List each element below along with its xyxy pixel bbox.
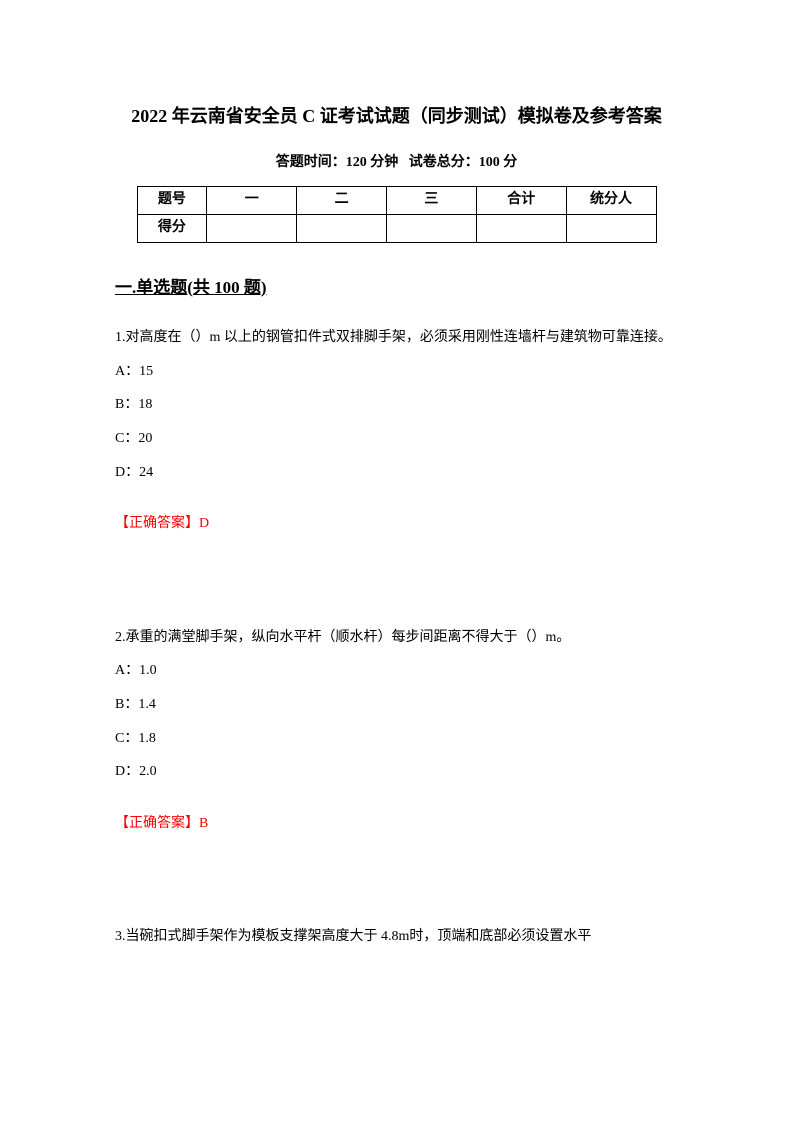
table-header-cell: 一 <box>207 186 297 214</box>
subtitle-score: 试卷总分：100 分 <box>409 155 518 170</box>
table-score-cell <box>207 214 297 242</box>
question-number: 1. <box>115 330 126 345</box>
answer-value: D <box>199 516 209 531</box>
option-b: B：1.4 <box>115 688 678 722</box>
question-text: 3.当碗扣式脚手架作为模板支撑架高度大于 4.8m时，顶端和底部必须设置水平 <box>115 920 678 954</box>
subtitle-time: 答题时间：120 分钟 <box>276 155 399 170</box>
option-d: D：2.0 <box>115 755 678 789</box>
option-a: A：15 <box>115 355 678 389</box>
table-score-label: 得分 <box>137 214 207 242</box>
option-d: D：24 <box>115 456 678 490</box>
answer-label: 【正确答案】 <box>115 516 199 531</box>
answer-value: B <box>199 816 208 831</box>
document-title: 2022 年云南省安全员 C 证考试试题（同步测试）模拟卷及参考答案 <box>115 100 678 132</box>
table-header-cell: 三 <box>386 186 476 214</box>
question-text: 2.承重的满堂脚手架，纵向水平杆（顺水杆）每步间距离不得大于（）m。 <box>115 621 678 655</box>
table-header-cell: 统分人 <box>566 186 656 214</box>
document-subtitle: 答题时间：120 分钟 试卷总分：100 分 <box>115 150 678 175</box>
section-heading: 一.单选题(共 100 题) <box>115 273 678 304</box>
table-score-cell <box>297 214 387 242</box>
table-header-cell: 题号 <box>137 186 207 214</box>
question-number: 2. <box>115 630 126 645</box>
table-score-cell <box>566 214 656 242</box>
answer-label: 【正确答案】 <box>115 816 199 831</box>
question-block: 2.承重的满堂脚手架，纵向水平杆（顺水杆）每步间距离不得大于（）m。 A：1.0… <box>115 621 678 841</box>
question-block: 3.当碗扣式脚手架作为模板支撑架高度大于 4.8m时，顶端和底部必须设置水平 <box>115 920 678 954</box>
question-body: 当碗扣式脚手架作为模板支撑架高度大于 4.8m时，顶端和底部必须设置水平 <box>126 929 592 944</box>
answer: 【正确答案】D <box>115 507 678 541</box>
question-block: 1.对高度在（）m 以上的钢管扣件式双排脚手架，必须采用刚性连墙杆与建筑物可靠连… <box>115 321 678 541</box>
score-table: 题号 一 二 三 合计 统分人 得分 <box>137 186 657 243</box>
question-body: 对高度在（）m 以上的钢管扣件式双排脚手架，必须采用刚性连墙杆与建筑物可靠连接。 <box>126 330 672 345</box>
table-header-row: 题号 一 二 三 合计 统分人 <box>137 186 656 214</box>
question-number: 3. <box>115 929 126 944</box>
question-body: 承重的满堂脚手架，纵向水平杆（顺水杆）每步间距离不得大于（）m。 <box>126 630 571 645</box>
option-b: B：18 <box>115 388 678 422</box>
table-header-cell: 二 <box>297 186 387 214</box>
answer: 【正确答案】B <box>115 807 678 841</box>
table-score-row: 得分 <box>137 214 656 242</box>
option-c: C：20 <box>115 422 678 456</box>
table-header-cell: 合计 <box>476 186 566 214</box>
option-c: C：1.8 <box>115 722 678 756</box>
option-a: A：1.0 <box>115 654 678 688</box>
question-text: 1.对高度在（）m 以上的钢管扣件式双排脚手架，必须采用刚性连墙杆与建筑物可靠连… <box>115 321 678 355</box>
table-score-cell <box>476 214 566 242</box>
table-score-cell <box>386 214 476 242</box>
